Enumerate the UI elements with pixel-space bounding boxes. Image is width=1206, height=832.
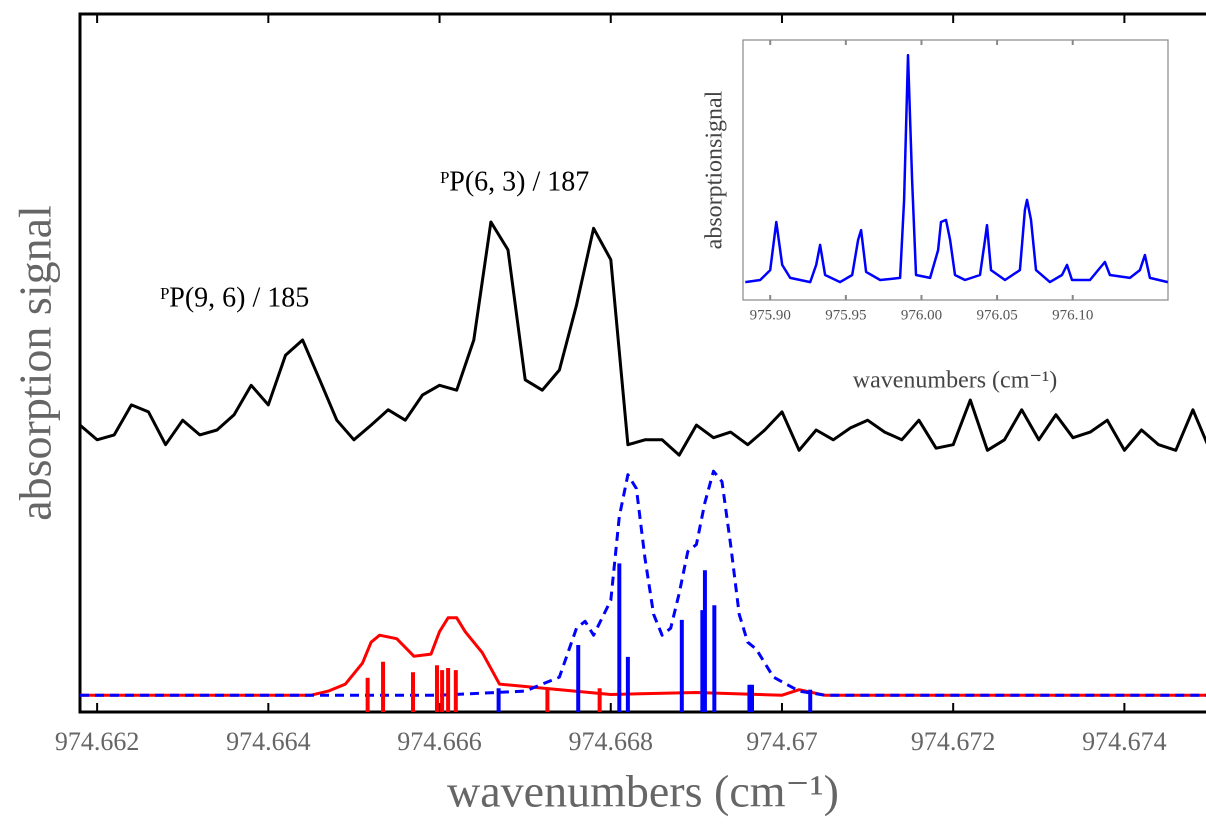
series-line — [745, 53, 1169, 284]
y-axis-label: absorption signal — [10, 205, 61, 521]
x-tick-label: 974.67 — [746, 727, 818, 756]
x-tick-label: 975.95 — [825, 307, 866, 323]
x-tick-label: 974.672 — [911, 727, 996, 756]
annotation: ᴾP(9, 6) / 185 — [160, 282, 309, 313]
x-tick-label: 975.90 — [750, 307, 791, 323]
x-tick-label: 974.668 — [569, 727, 654, 756]
x-tick-label: 974.674 — [1082, 727, 1167, 756]
x-axis-label: wavenumbers (cm⁻¹) — [447, 766, 839, 817]
x-tick-label: 976.10 — [1052, 307, 1093, 323]
x-tick-label: 976.00 — [901, 307, 942, 323]
x-tick-label: 974.662 — [55, 727, 140, 756]
plot-frame — [742, 39, 1169, 301]
x-tick-label: 974.666 — [397, 727, 482, 756]
series-line — [80, 469, 1206, 697]
x-axis-label: wavenumbers (cm⁻¹) — [853, 368, 1057, 394]
annotation: ᴾP(6, 3) / 187 — [440, 166, 589, 197]
series-line — [79, 220, 1206, 457]
series-line — [80, 616, 1206, 697]
x-tick-label: 974.664 — [226, 727, 311, 756]
y-axis-label: absorptionsignal — [702, 90, 728, 249]
x-tick-label: 976.05 — [976, 307, 1017, 323]
